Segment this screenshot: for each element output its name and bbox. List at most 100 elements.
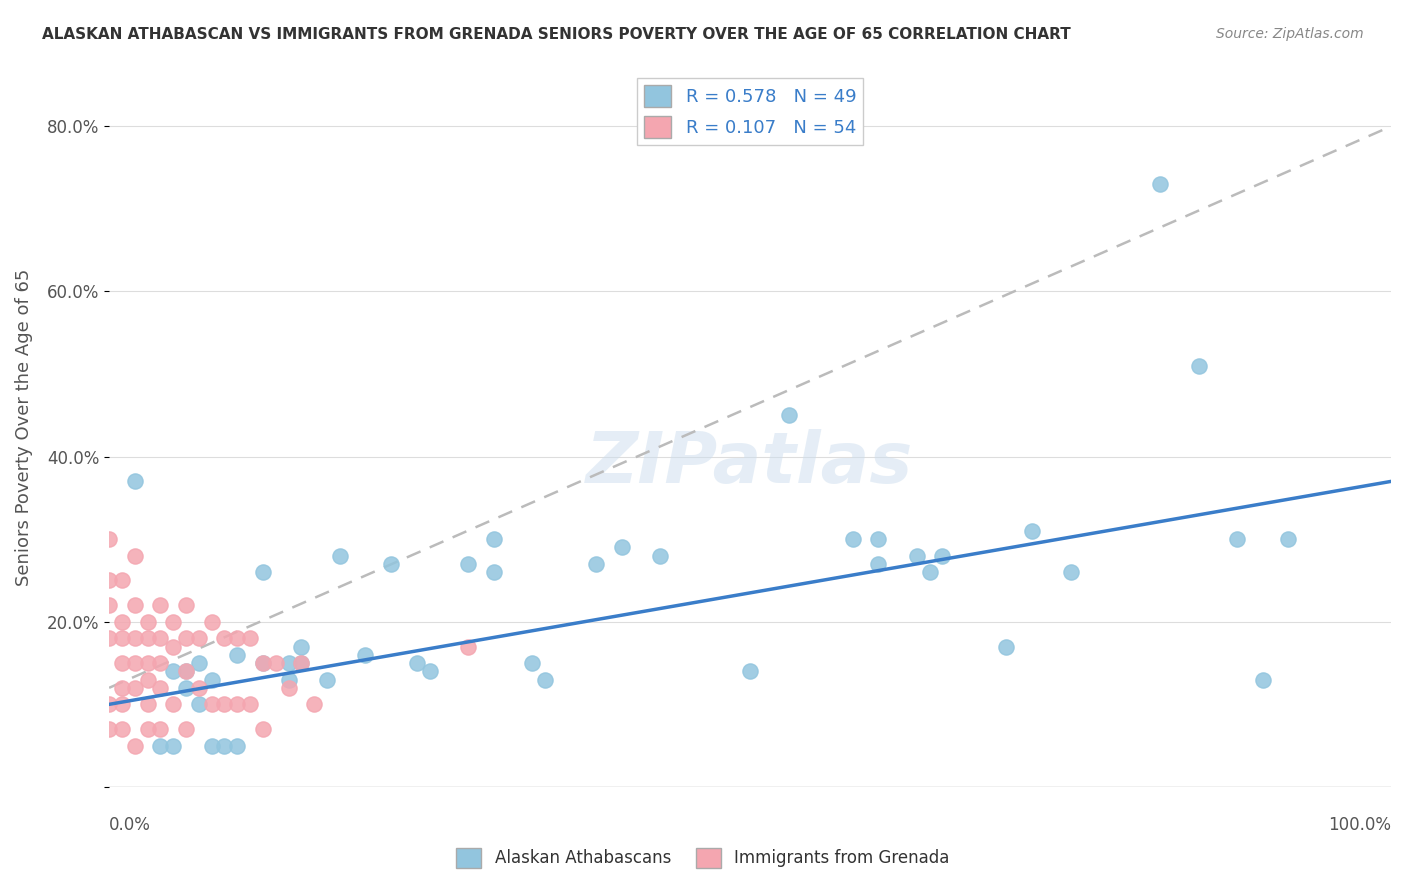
Alaskan Athabascans [187,656,209,670]
Alaskan Athabascans [1188,359,1211,373]
Alaskan Athabascans [868,532,890,546]
Immigrants from Grenada [136,656,159,670]
Immigrants from Grenada [457,640,479,654]
Immigrants from Grenada [201,615,224,629]
Alaskan Athabascans [252,656,274,670]
Alaskan Athabascans [124,475,146,489]
Alaskan Athabascans [405,656,427,670]
Immigrants from Grenada [98,532,121,546]
Immigrants from Grenada [98,574,121,588]
Alaskan Athabascans [841,532,863,546]
Immigrants from Grenada [162,698,184,712]
Immigrants from Grenada [136,632,159,646]
Alaskan Athabascans [520,656,543,670]
Alaskan Athabascans [174,681,197,695]
Alaskan Athabascans [162,665,184,679]
Alaskan Athabascans [201,673,224,687]
Legend: R = 0.578   N = 49, R = 0.107   N = 54: R = 0.578 N = 49, R = 0.107 N = 54 [637,78,863,145]
Immigrants from Grenada [111,681,134,695]
Alaskan Athabascans [868,557,890,571]
Immigrants from Grenada [111,656,134,670]
Immigrants from Grenada [187,681,209,695]
Immigrants from Grenada [124,739,146,753]
Text: 100.0%: 100.0% [1329,815,1391,834]
Immigrants from Grenada [111,632,134,646]
Immigrants from Grenada [149,632,172,646]
Alaskan Athabascans [1021,524,1043,538]
Alaskan Athabascans [174,665,197,679]
Immigrants from Grenada [290,656,312,670]
Alaskan Athabascans [149,739,172,753]
Alaskan Athabascans [905,549,928,563]
Immigrants from Grenada [162,640,184,654]
Alaskan Athabascans [419,665,441,679]
Alaskan Athabascans [738,665,761,679]
Alaskan Athabascans [201,739,224,753]
Legend: Alaskan Athabascans, Immigrants from Grenada: Alaskan Athabascans, Immigrants from Gre… [450,841,956,875]
Alaskan Athabascans [214,739,236,753]
Alaskan Athabascans [534,673,557,687]
Alaskan Athabascans [1251,673,1274,687]
Immigrants from Grenada [214,632,236,646]
Alaskan Athabascans [290,656,312,670]
Alaskan Athabascans [778,409,800,423]
Immigrants from Grenada [98,698,121,712]
Text: ALASKAN ATHABASCAN VS IMMIGRANTS FROM GRENADA SENIORS POVERTY OVER THE AGE OF 65: ALASKAN ATHABASCAN VS IMMIGRANTS FROM GR… [42,27,1071,42]
Immigrants from Grenada [111,615,134,629]
Alaskan Athabascans [995,640,1018,654]
Immigrants from Grenada [98,632,121,646]
Immigrants from Grenada [174,665,197,679]
Alaskan Athabascans [650,549,672,563]
Alaskan Athabascans [329,549,352,563]
Immigrants from Grenada [111,722,134,736]
Immigrants from Grenada [136,615,159,629]
Immigrants from Grenada [174,599,197,613]
Text: Source: ZipAtlas.com: Source: ZipAtlas.com [1216,27,1364,41]
Immigrants from Grenada [174,632,197,646]
Alaskan Athabascans [277,673,299,687]
Alaskan Athabascans [226,739,249,753]
Alaskan Athabascans [187,698,209,712]
Alaskan Athabascans [610,541,633,555]
Immigrants from Grenada [302,698,325,712]
Immigrants from Grenada [111,698,134,712]
Alaskan Athabascans [931,549,953,563]
Immigrants from Grenada [111,574,134,588]
Immigrants from Grenada [136,698,159,712]
Immigrants from Grenada [149,681,172,695]
Immigrants from Grenada [124,681,146,695]
Alaskan Athabascans [252,566,274,580]
Immigrants from Grenada [124,549,146,563]
Alaskan Athabascans [918,566,941,580]
Immigrants from Grenada [149,656,172,670]
Alaskan Athabascans [482,566,505,580]
Immigrants from Grenada [98,722,121,736]
Alaskan Athabascans [354,648,377,662]
Immigrants from Grenada [124,632,146,646]
Immigrants from Grenada [277,681,299,695]
Immigrants from Grenada [214,698,236,712]
Immigrants from Grenada [264,656,287,670]
Y-axis label: Seniors Poverty Over the Age of 65: Seniors Poverty Over the Age of 65 [15,269,32,586]
Immigrants from Grenada [226,698,249,712]
Alaskan Athabascans [290,640,312,654]
Immigrants from Grenada [136,722,159,736]
Alaskan Athabascans [482,532,505,546]
Immigrants from Grenada [124,599,146,613]
Immigrants from Grenada [162,615,184,629]
Immigrants from Grenada [252,656,274,670]
Alaskan Athabascans [277,656,299,670]
Alaskan Athabascans [1149,177,1171,191]
Alaskan Athabascans [316,673,339,687]
Text: ZIPatlas: ZIPatlas [586,429,914,498]
Alaskan Athabascans [457,557,479,571]
Immigrants from Grenada [239,632,262,646]
Alaskan Athabascans [1226,532,1249,546]
Immigrants from Grenada [201,698,224,712]
Immigrants from Grenada [239,698,262,712]
Alaskan Athabascans [585,557,607,571]
Immigrants from Grenada [252,722,274,736]
Immigrants from Grenada [98,599,121,613]
Text: 0.0%: 0.0% [110,815,150,834]
Alaskan Athabascans [162,739,184,753]
